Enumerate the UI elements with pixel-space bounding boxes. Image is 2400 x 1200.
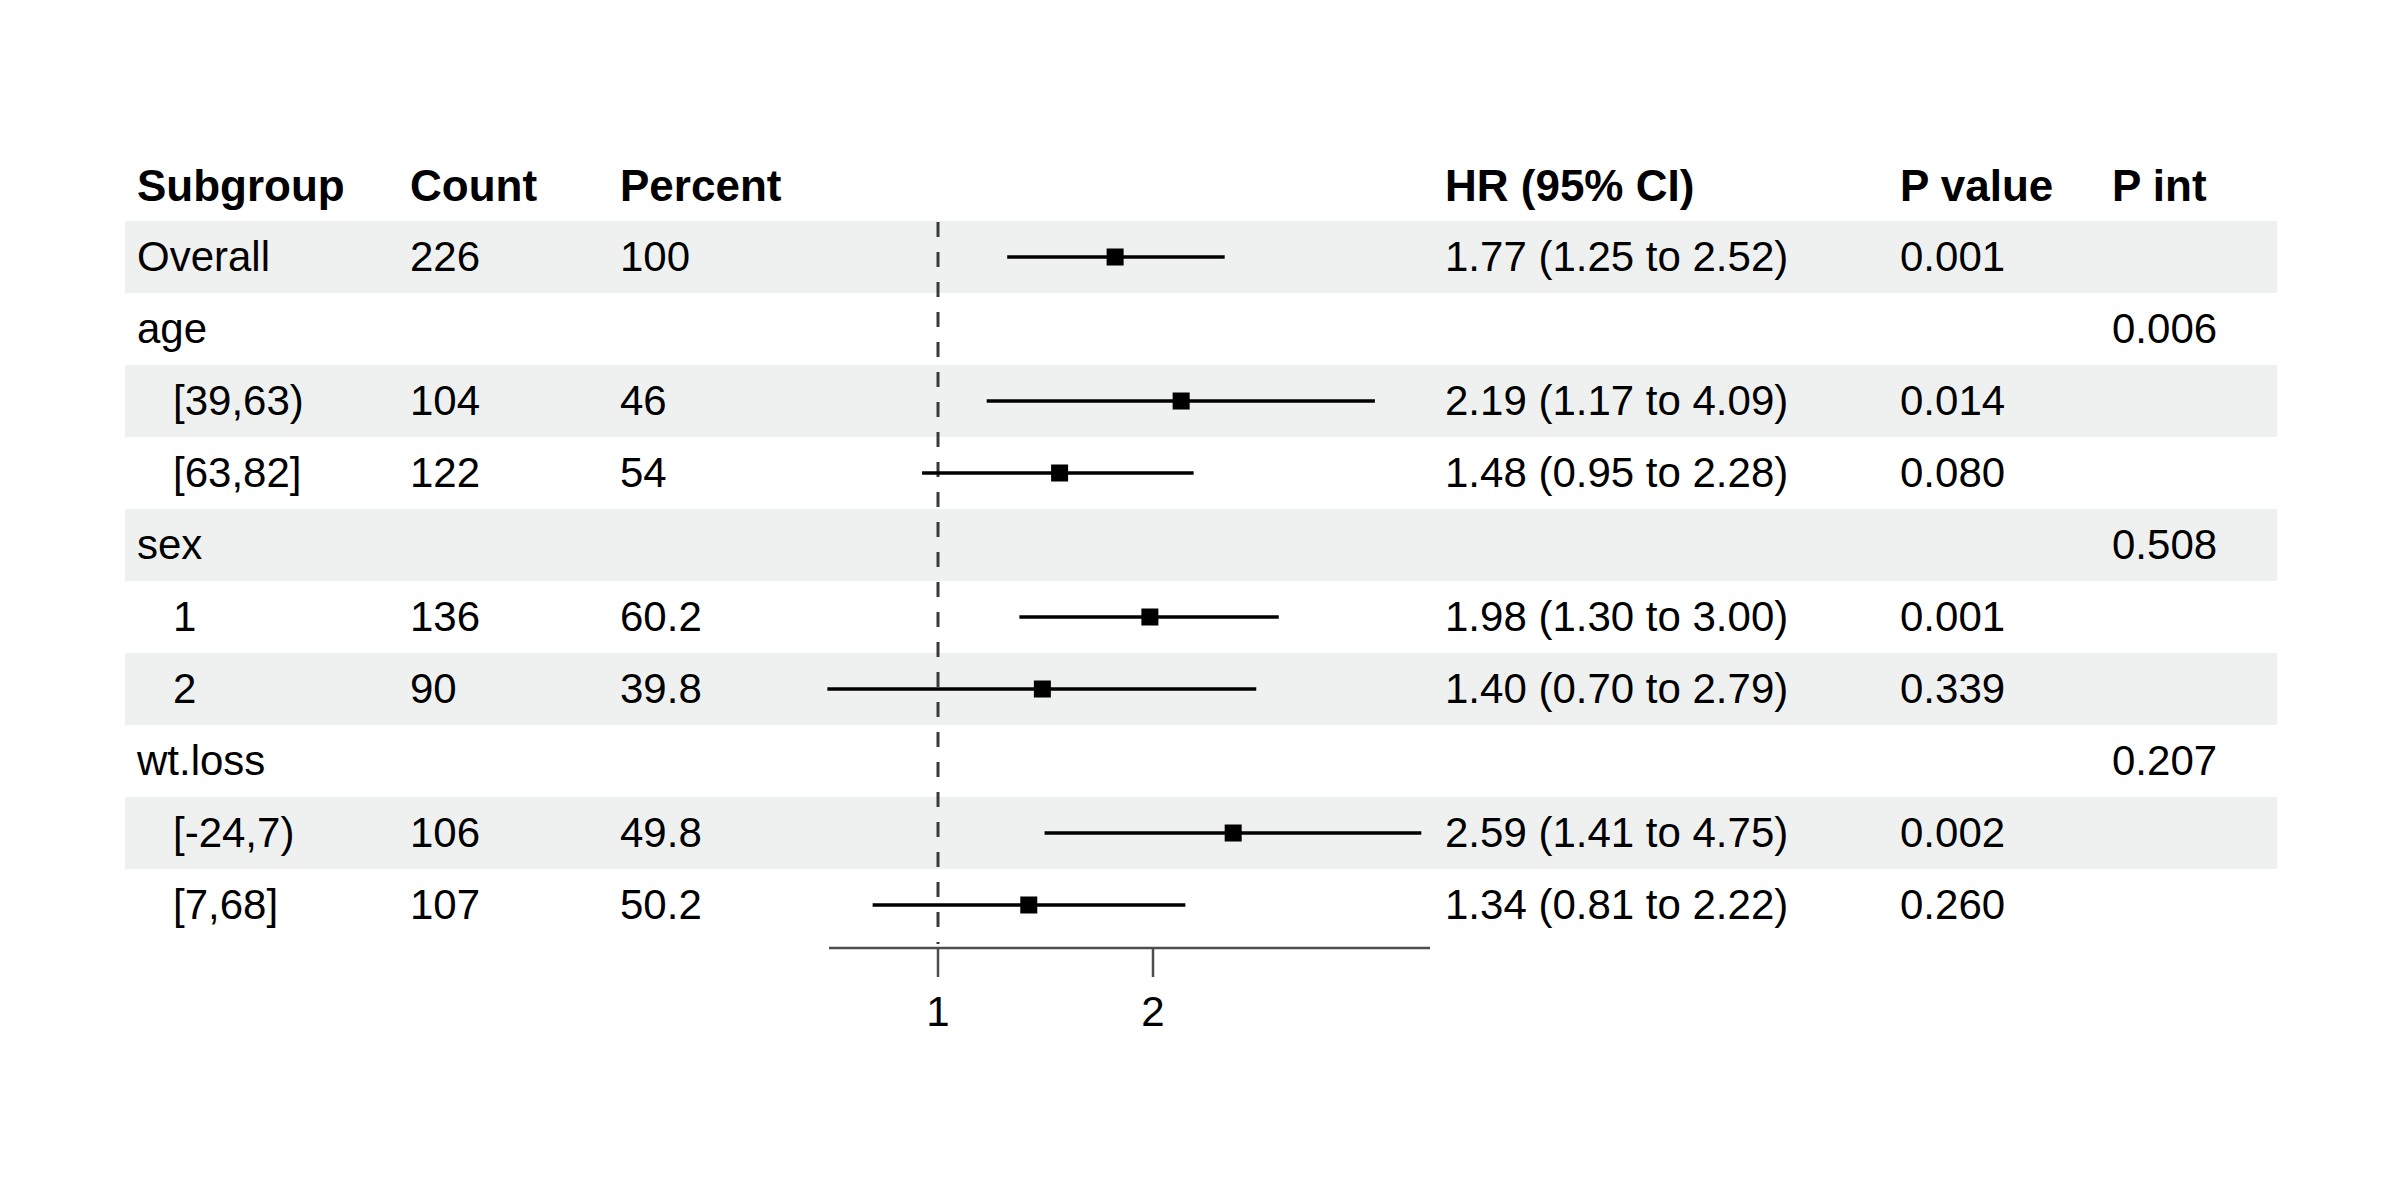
estimate-marker <box>1034 681 1051 698</box>
x-axis-tick-label: 1 <box>926 988 949 1035</box>
estimate-marker <box>1225 825 1242 842</box>
estimate-marker <box>1173 393 1190 410</box>
forest-plot-panel: 12 <box>0 0 2400 1200</box>
x-axis-tick-label: 2 <box>1141 988 1164 1035</box>
estimate-marker <box>1107 249 1124 266</box>
estimate-marker <box>1141 609 1158 626</box>
estimate-marker <box>1020 897 1037 914</box>
estimate-marker <box>1051 465 1068 482</box>
forest-plot-canvas: Subgroup Count Percent HR (95% CI) P val… <box>0 0 2400 1200</box>
